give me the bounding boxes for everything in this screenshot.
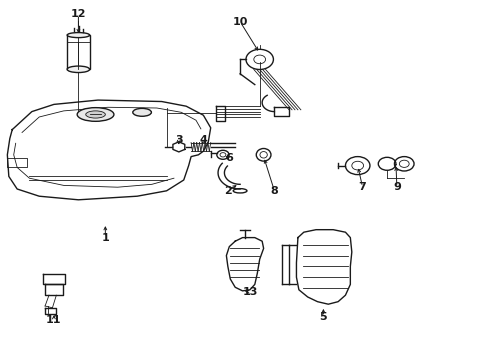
Text: 10: 10 [232,17,248,27]
Bar [67,35,90,69]
Text: 13: 13 [242,287,258,297]
Text: 12: 12 [71,9,86,19]
Text: 3: 3 [175,135,183,145]
Ellipse shape [133,108,151,116]
Text: 2: 2 [224,186,232,196]
Ellipse shape [86,111,105,118]
Text: 11: 11 [46,315,62,325]
Text: 7: 7 [359,182,367,192]
Text: 9: 9 [393,182,401,192]
Text: 5: 5 [319,312,327,322]
Ellipse shape [67,33,90,37]
Text: 6: 6 [225,153,233,163]
Text: 8: 8 [270,186,278,196]
Ellipse shape [77,108,114,121]
Text: 4: 4 [199,135,207,145]
Ellipse shape [67,66,90,73]
Text: 1: 1 [101,233,109,243]
